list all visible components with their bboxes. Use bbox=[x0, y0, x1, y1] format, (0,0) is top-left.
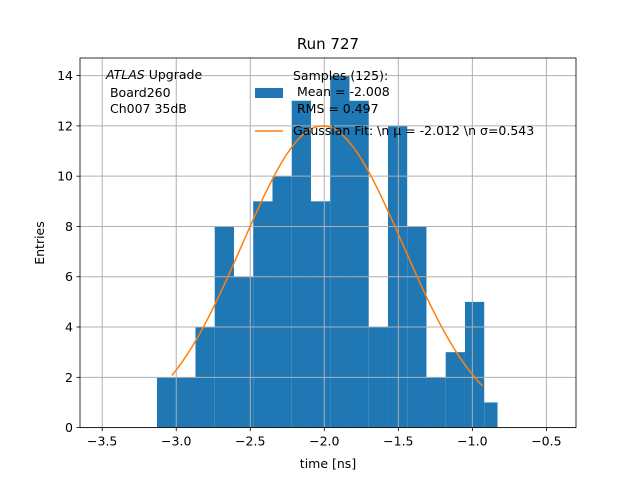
legend-samples-line-2: Mean = -2.008 bbox=[293, 84, 390, 99]
y-axis-label: Entries bbox=[32, 221, 47, 265]
legend-fit-label: Gaussian Fit: \n μ = -2.012 \n σ=0.543 bbox=[293, 123, 534, 138]
histogram-bar bbox=[349, 100, 369, 428]
y-tick-label: 12 bbox=[57, 118, 73, 133]
histogram-bar bbox=[445, 352, 465, 428]
histogram-bar bbox=[484, 402, 498, 428]
y-tick-label: 8 bbox=[65, 219, 73, 234]
histogram-bar bbox=[464, 301, 485, 428]
annotation-line-1: ATLAS Upgrade bbox=[105, 67, 202, 82]
legend-samples-swatch bbox=[255, 88, 283, 98]
atlas-annotation: ATLAS Upgrade Board260 Ch007 35dB bbox=[105, 67, 202, 116]
legend-samples-line-1: Samples (125): bbox=[293, 68, 388, 83]
histogram-bar bbox=[272, 176, 292, 428]
histogram-bar bbox=[310, 201, 331, 428]
histogram-bar bbox=[253, 201, 273, 428]
x-tick-label: −1.5 bbox=[383, 434, 413, 449]
histogram-bar bbox=[291, 100, 311, 428]
grid-lines bbox=[80, 58, 576, 429]
x-tick-label: −3.0 bbox=[161, 434, 191, 449]
y-axis-ticks: 0 2 4 6 8 10 12 14 bbox=[57, 68, 80, 435]
histogram-bar bbox=[233, 276, 254, 428]
x-tick-label: −2.0 bbox=[309, 434, 339, 449]
y-tick-label: 6 bbox=[65, 269, 73, 284]
x-axis-ticks: −3.5 −3.0 −2.5 −2.0 −1.5 −1.0 −0.5 bbox=[87, 427, 562, 449]
chart-title: Run 727 bbox=[297, 35, 359, 53]
histogram-bar bbox=[426, 377, 446, 428]
plot-frame bbox=[79, 57, 577, 429]
y-tick-label: 0 bbox=[65, 420, 73, 435]
x-axis-label: time [ns] bbox=[300, 456, 356, 471]
legend: Samples (125): Mean = -2.008 RMS = 0.497… bbox=[255, 68, 534, 138]
x-tick-label: −0.5 bbox=[531, 434, 561, 449]
annotation-atlas: ATLAS bbox=[105, 67, 145, 82]
x-tick-label: −2.5 bbox=[235, 434, 265, 449]
y-tick-label: 10 bbox=[57, 169, 73, 184]
y-tick-label: 4 bbox=[65, 320, 73, 335]
legend-samples-line-3: RMS = 0.497 bbox=[293, 101, 379, 116]
x-tick-label: −1.0 bbox=[457, 434, 487, 449]
gaussian-fit-curve bbox=[171, 125, 484, 387]
histogram-bar bbox=[330, 75, 350, 428]
y-tick-label: 14 bbox=[57, 68, 73, 83]
annotation-upgrade: Upgrade bbox=[145, 67, 203, 82]
y-tick-label: 2 bbox=[65, 370, 73, 385]
x-tick-label: −3.5 bbox=[87, 434, 117, 449]
annotation-board: Board260 bbox=[106, 85, 171, 100]
annotation-channel: Ch007 35dB bbox=[106, 101, 187, 116]
